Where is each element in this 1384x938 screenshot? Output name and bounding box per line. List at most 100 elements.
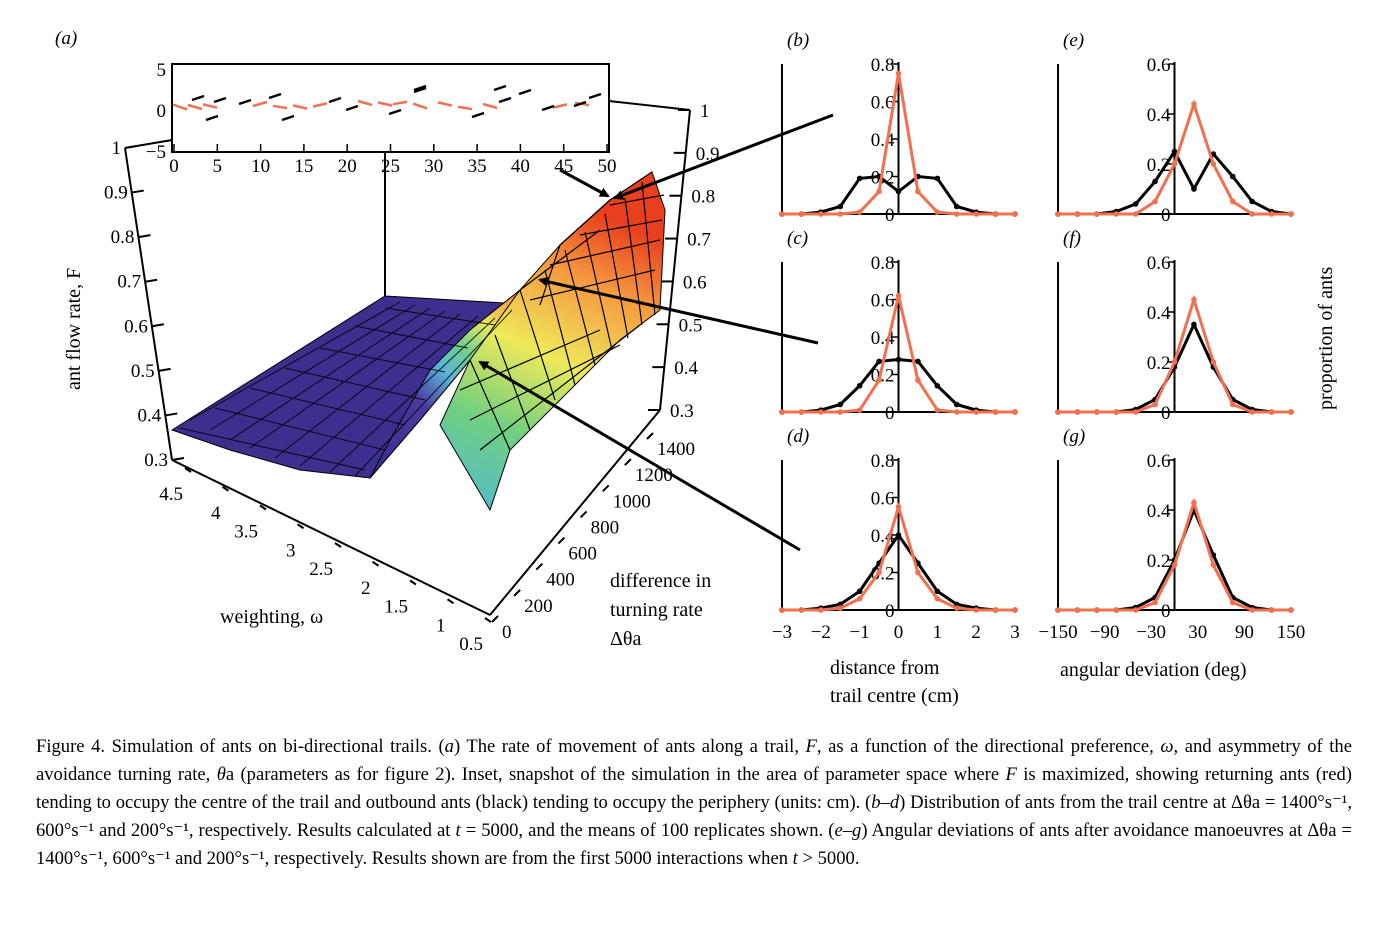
- point-red: [779, 409, 785, 415]
- x-tick-label: 3: [1010, 622, 1020, 643]
- point-red: [1055, 211, 1061, 217]
- point-red: [1012, 409, 1018, 415]
- y-tick-label: 0.8: [871, 451, 895, 472]
- y-tick-label: 0.8: [871, 253, 895, 274]
- dtheta-tick-label: 1400: [657, 439, 695, 460]
- point-red: [1249, 607, 1255, 613]
- y-tick-label: 0: [885, 403, 895, 424]
- point-red: [1113, 607, 1120, 613]
- x-tick-label: 1: [933, 622, 943, 643]
- z-tick-label-right: 0.6: [683, 272, 707, 293]
- y-tick-label: 0.4: [1147, 105, 1171, 126]
- dtheta-tick-label: 800: [591, 517, 620, 538]
- point-red: [798, 409, 805, 415]
- point-red: [818, 607, 824, 613]
- inset-y-tick-label: −5: [146, 142, 166, 163]
- x-tick-label: 2: [971, 622, 981, 643]
- inset-x-tick-label: 25: [381, 156, 400, 177]
- point-red: [1229, 599, 1236, 606]
- ant-outbound: [518, 88, 532, 96]
- ant-returning: [272, 104, 288, 110]
- inset-x-tick-label: 30: [424, 156, 443, 177]
- x-tick-label: −150: [1038, 622, 1077, 643]
- inset-ants: [172, 84, 602, 122]
- dist-xlabel-line2: trail centre (cm): [830, 685, 959, 707]
- ant-returning: [412, 102, 428, 110]
- point-red: [1229, 198, 1236, 205]
- w-tick-label: 2: [361, 578, 371, 599]
- z-tick-label: 0.7: [117, 272, 141, 293]
- ant-returning: [172, 103, 188, 111]
- point-black: [1191, 321, 1197, 328]
- point-red: [895, 504, 902, 510]
- point-red: [973, 211, 979, 217]
- y-tick-label: 0.4: [871, 130, 895, 151]
- point-red: [1094, 211, 1100, 217]
- ant-outbound: [471, 111, 485, 119]
- point-black: [915, 358, 921, 365]
- point-black: [1132, 201, 1139, 207]
- point-red: [876, 188, 882, 195]
- point-black: [856, 175, 863, 182]
- point-red: [1249, 211, 1255, 217]
- point-red: [915, 188, 921, 195]
- w-axis-title: weighting, ω: [220, 606, 323, 628]
- x-tick-label: −3: [772, 622, 792, 643]
- ant-outbound: [238, 98, 252, 106]
- dtheta-tick-label: 200: [524, 596, 553, 617]
- x-tick-label: 90: [1235, 622, 1254, 643]
- inset-x-tick-label: 15: [294, 156, 313, 177]
- figure: (a): [55, 28, 1337, 707]
- point-black: [1249, 198, 1255, 205]
- point-red: [1055, 409, 1061, 415]
- point-black: [1229, 173, 1236, 180]
- point-red: [818, 409, 824, 415]
- z-tick-label: 0.9: [104, 183, 128, 204]
- point-red: [798, 607, 805, 613]
- point-red: [1012, 211, 1018, 217]
- point-black: [1152, 178, 1158, 185]
- panel-label-g: (g): [1063, 426, 1085, 447]
- dtheta-tick-label: 600: [568, 544, 597, 565]
- point-red: [1055, 607, 1061, 613]
- ant-returning: [392, 100, 408, 106]
- point-red: [798, 211, 805, 217]
- point-red: [1113, 409, 1120, 415]
- point-red: [934, 595, 941, 602]
- point-red: [1171, 359, 1178, 365]
- ant-outbound: [328, 96, 342, 104]
- panel-label-b: (b): [787, 30, 809, 51]
- point-black: [1171, 148, 1178, 155]
- panel-label-d: (d): [787, 426, 809, 447]
- inset-x-tick-label: 5: [213, 156, 223, 177]
- ant-outbound: [541, 104, 555, 112]
- point-red: [876, 377, 882, 383]
- w-tick-label: 4: [211, 503, 221, 524]
- z-tick-label-right: 0.3: [670, 401, 694, 422]
- point-red: [1171, 161, 1178, 167]
- y-tick-label: 0.4: [1147, 501, 1171, 522]
- point-red: [1074, 211, 1081, 217]
- point-red: [1191, 101, 1197, 107]
- point-black: [934, 175, 941, 182]
- ant-returning: [187, 103, 203, 111]
- ant-outbound: [268, 92, 282, 100]
- point-red: [1210, 562, 1217, 568]
- point-red: [1094, 607, 1100, 613]
- point-red: [934, 407, 941, 413]
- point-red: [856, 595, 863, 602]
- x-tick-label: 30: [1188, 622, 1207, 643]
- ant-outbound: [413, 86, 427, 94]
- ant-returning: [357, 99, 373, 107]
- point-red: [895, 70, 902, 77]
- point-red: [818, 211, 824, 217]
- point-red: [837, 605, 844, 611]
- ant-outbound: [281, 114, 295, 122]
- point-red: [1229, 401, 1236, 408]
- panel-c: (c)00.20.40.60.8: [779, 228, 1018, 424]
- small-panels: (b) 0 0.2 0.4 0.6 0.8 (c) 0 0.2 0.4 0.6 0.8 (d) 0 0.2 0…: [772, 30, 1305, 643]
- point-red: [953, 605, 960, 611]
- point-red: [1288, 409, 1294, 415]
- point-red: [1249, 409, 1255, 415]
